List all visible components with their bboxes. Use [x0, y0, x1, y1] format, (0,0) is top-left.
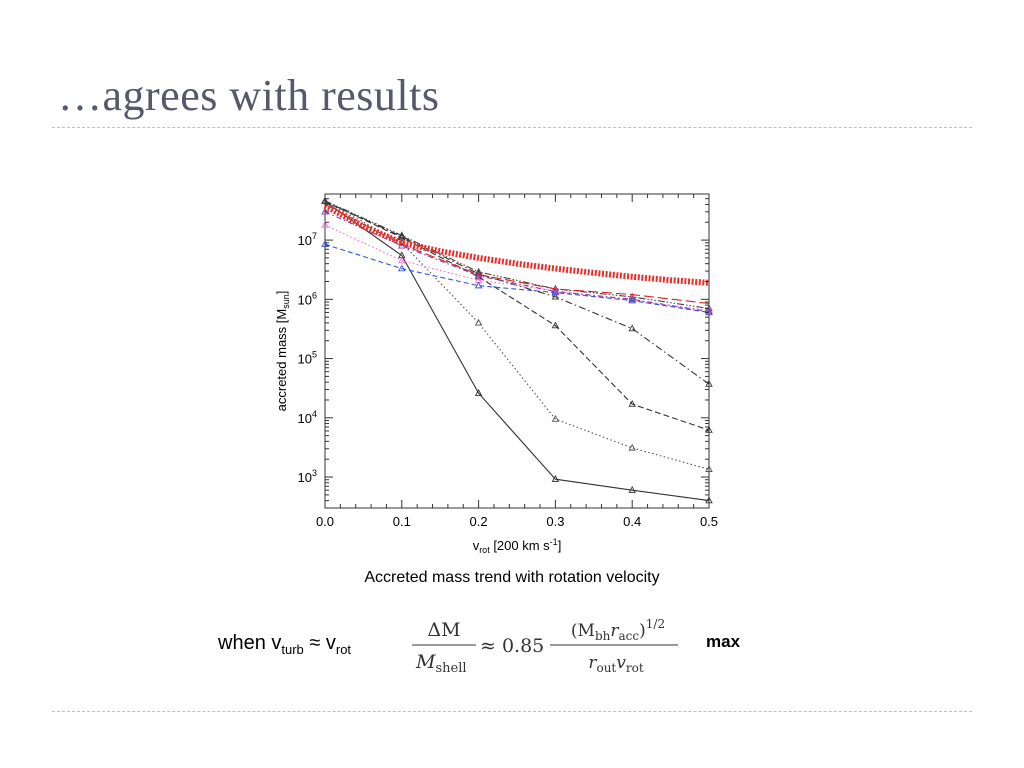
- chart-caption: Accreted mass trend with rotation veloci…: [364, 569, 660, 586]
- accretion-formula: ΔM Mshell ≈ 0.85 (Mbhracc)1/2 routvrot: [412, 617, 678, 676]
- series-layer: [321, 196, 713, 504]
- series-2-point: [474, 318, 483, 326]
- formula-lhs-denominator: Mshell: [415, 651, 467, 676]
- series-4-point: [398, 232, 406, 240]
- series-6-point: [398, 256, 406, 264]
- y-tick-label: 104: [298, 409, 317, 426]
- series-line-7: [324, 243, 710, 314]
- x-axis-title: vrot [200 km s-1]: [473, 537, 562, 555]
- plot-frame: [324, 193, 710, 509]
- formula-rhs-denominator: routvrot: [588, 653, 643, 675]
- formula-approx: ≈ 0.85: [480, 635, 544, 657]
- series-8-point: [705, 307, 713, 315]
- series-5-point: [628, 292, 636, 300]
- series-line-5: [324, 200, 710, 310]
- x-tick-label: 0.0: [316, 514, 334, 529]
- series-line-1: [324, 200, 710, 502]
- series-2-point: [628, 443, 636, 451]
- y-tick-label: 106: [298, 290, 317, 307]
- ticks-layer: 0.0 0.1 0.2 0.3 0.4 0.5 103 104 105 106 107: [298, 193, 718, 529]
- series-line-3: [324, 200, 710, 431]
- x-tick-label: 0.1: [393, 514, 411, 529]
- series-5-point: [705, 304, 713, 312]
- y-tick-label: 103: [298, 468, 317, 485]
- series-line-2: [324, 200, 710, 470]
- x-tick-label: 0.3: [546, 514, 564, 529]
- series-3-point: [628, 400, 636, 407]
- max-label: max: [706, 632, 741, 651]
- y-tick-label: 107: [298, 231, 317, 248]
- series-7-point: [628, 296, 636, 304]
- series-1-point: [474, 389, 483, 396]
- series-8-point: [551, 287, 560, 295]
- x-tick-label: 0.4: [623, 514, 641, 529]
- series-7-point: [398, 264, 406, 272]
- title-divider: [52, 127, 972, 128]
- series-7-point: [474, 281, 483, 289]
- series-3-point: [705, 425, 713, 433]
- series-8-point: [628, 295, 636, 302]
- footer-divider: [52, 711, 972, 712]
- x-tick-label: 0.5: [700, 514, 718, 529]
- series-4-point: [551, 292, 560, 300]
- series-5-point: [321, 196, 329, 204]
- formula-rhs-numerator: (Mbhracc)1/2: [571, 617, 665, 643]
- series-3-point: [551, 321, 560, 329]
- y-axis-title: accreted mass [Msun]: [274, 291, 291, 412]
- series-1-point: [628, 486, 636, 493]
- series-2-point: [705, 465, 713, 472]
- accreted-mass-chart: 0.0 0.1 0.2 0.3 0.4 0.5 103 104 105 106 107 vrot […: [274, 193, 718, 555]
- series-5-point: [398, 231, 406, 239]
- slide-title: …agrees with results: [58, 71, 440, 120]
- series-2-point: [551, 414, 560, 422]
- formula-lhs-numerator: ΔM: [427, 619, 460, 641]
- series-1-point: [551, 475, 560, 482]
- series-4-point: [705, 380, 713, 387]
- series-7-point: [321, 240, 329, 247]
- condition-text: when vturb ≈ vrot: [218, 632, 352, 657]
- series-line-10: [323, 203, 710, 286]
- x-tick-label: 0.2: [470, 514, 488, 529]
- series-line-4: [324, 200, 710, 385]
- series-6-point: [321, 220, 329, 228]
- series-4-point: [628, 324, 636, 332]
- y-tick-label: 105: [298, 350, 317, 367]
- series-line-9: [324, 203, 710, 305]
